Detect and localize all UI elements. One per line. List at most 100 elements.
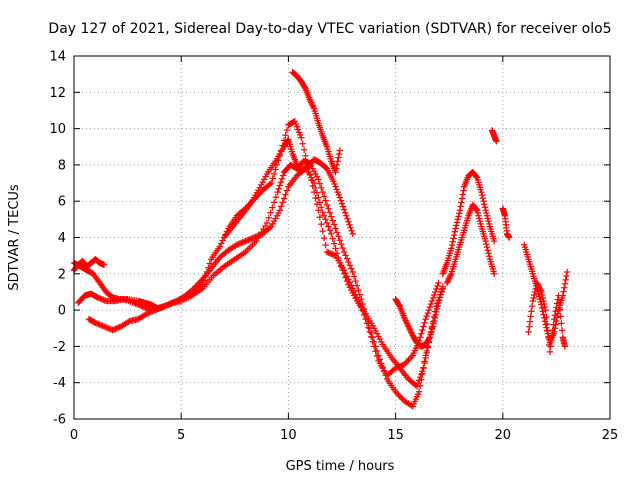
data-point-track-m	[546, 348, 554, 356]
chart-title: Day 127 of 2021, Sidereal Day-to-day VTE…	[48, 21, 611, 37]
data-point-track-b	[190, 285, 198, 292]
data-point-track-b	[322, 216, 329, 223]
data-point-track-a	[425, 306, 433, 314]
data-point-track-l	[562, 276, 569, 284]
data-point-track-c	[379, 364, 386, 371]
data-point-track-c	[396, 393, 404, 400]
data-point-track-b	[336, 259, 344, 267]
data-point-track-c	[349, 268, 356, 276]
data-point-track-m	[545, 334, 552, 342]
data-point-track-j	[493, 138, 500, 145]
data-point-track-b	[310, 179, 318, 187]
data-point-track-c	[366, 325, 374, 332]
data-point-track-b	[276, 207, 284, 214]
data-point-track-b	[329, 235, 336, 242]
data-point-track-c	[269, 204, 276, 211]
data-point-track-b	[238, 239, 245, 247]
data-point-track-h	[456, 210, 463, 217]
data-point-track-c	[159, 303, 166, 311]
data-point-track-b	[246, 236, 254, 243]
data-point-track-a	[310, 188, 318, 196]
data-point-track-a	[433, 285, 440, 293]
data-point-track-a	[319, 227, 326, 235]
data-point-track-c	[150, 307, 158, 314]
data-point-track-c	[328, 213, 335, 220]
data-point-track-c	[162, 302, 169, 310]
data-point-track-c	[336, 237, 344, 244]
data-point-track-c	[276, 182, 284, 189]
data-point-track-l	[561, 280, 569, 287]
data-point-track-m	[554, 296, 562, 303]
data-point-track-a	[312, 194, 319, 202]
data-point-track-b	[133, 300, 141, 308]
data-point-track-a	[427, 300, 435, 308]
data-point-track-b	[95, 294, 103, 302]
data-point-track-c	[345, 258, 352, 266]
data-point-track-c	[372, 343, 379, 350]
data-point-track-c	[116, 323, 123, 331]
data-point-track-h	[449, 238, 456, 245]
data-point-track-a	[323, 248, 331, 256]
data-point-track-a	[326, 250, 334, 257]
y-tick-label: 0	[58, 304, 66, 319]
data-point-track-b	[137, 302, 145, 310]
data-point-track-b	[418, 371, 425, 378]
data-point-track-h	[480, 198, 487, 205]
data-point-track-c	[353, 282, 361, 289]
data-point-track-m	[543, 313, 550, 321]
data-point-track-b	[280, 195, 288, 202]
data-point-track-c	[267, 209, 274, 216]
data-point-track-h	[450, 235, 457, 242]
data-point-track-g	[431, 314, 439, 322]
data-point-track-h	[473, 173, 480, 180]
data-point-track-e	[337, 197, 345, 204]
data-point-track-g	[405, 323, 412, 330]
data-point-track-i	[484, 247, 491, 254]
data-point-track-b	[94, 294, 101, 301]
data-point-track-m	[548, 332, 556, 339]
data-point-track-b	[250, 234, 258, 241]
data-point-track-c	[149, 308, 156, 315]
data-point-track-a	[270, 170, 278, 178]
data-point-track-m	[555, 292, 562, 299]
data-point-track-f	[307, 97, 314, 105]
data-point-track-h	[448, 241, 456, 249]
data-point-track-h	[457, 203, 464, 210]
data-point-track-l	[560, 288, 567, 295]
x-axis-label: GPS time / hours	[286, 459, 395, 474]
data-point-track-a	[318, 220, 325, 228]
data-point-track-b	[192, 283, 199, 291]
data-point-track-c	[125, 318, 132, 326]
data-point-track-m	[542, 306, 549, 314]
data-point-track-b	[319, 208, 326, 216]
data-point-track-m	[546, 341, 553, 349]
data-point-track-c	[382, 371, 389, 379]
data-point-track-b	[196, 279, 203, 286]
data-point-track-c	[167, 300, 175, 307]
data-point-track-f	[301, 84, 309, 91]
data-point-track-g	[425, 335, 433, 342]
data-point-track-b	[325, 223, 332, 230]
data-point-track-h	[448, 245, 455, 252]
data-point-track-b	[332, 245, 339, 252]
data-point-track-c	[275, 185, 282, 192]
data-point-track-c	[270, 199, 278, 206]
data-point-track-b	[316, 199, 324, 206]
data-point-track-c	[370, 338, 378, 346]
data-point-track-c	[106, 325, 113, 333]
data-point-track-m	[558, 320, 565, 327]
data-point-track-c	[326, 209, 334, 216]
data-point-track-c	[398, 394, 405, 402]
axis-ticks: 0 5 10 15 20 25 -6 -4 -2 0 2 4 6 8 10 12 14	[49, 50, 618, 444]
data-point-track-c	[92, 319, 99, 327]
x-tick-label: 10	[280, 428, 297, 443]
data-point-track-b	[283, 187, 291, 194]
data-point-track-m	[531, 291, 538, 299]
data-point-track-a	[328, 250, 335, 258]
data-point-track-m	[541, 303, 549, 311]
data-point-track-c	[112, 325, 119, 333]
data-point-track-h	[478, 191, 486, 199]
data-point-track-c	[152, 306, 159, 314]
data-point-track-c	[279, 172, 287, 179]
